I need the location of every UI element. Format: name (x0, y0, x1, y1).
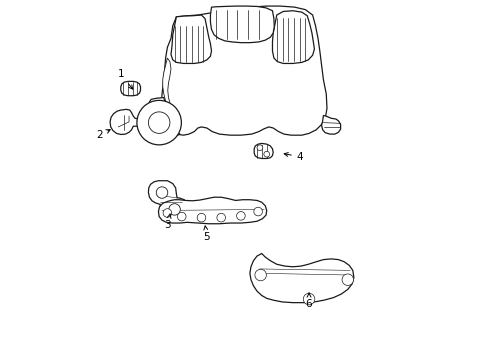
Circle shape (156, 187, 167, 198)
Polygon shape (210, 6, 274, 42)
Circle shape (148, 112, 169, 134)
Polygon shape (121, 81, 140, 96)
Circle shape (163, 209, 171, 217)
Polygon shape (171, 15, 211, 63)
Circle shape (197, 213, 205, 222)
Polygon shape (158, 197, 266, 224)
Circle shape (303, 293, 314, 305)
Text: 3: 3 (164, 214, 171, 230)
Polygon shape (110, 109, 142, 134)
Circle shape (177, 212, 185, 221)
Polygon shape (149, 98, 164, 110)
Circle shape (217, 213, 225, 222)
Circle shape (168, 204, 180, 215)
Circle shape (254, 269, 266, 281)
Polygon shape (272, 11, 314, 63)
Polygon shape (254, 143, 273, 158)
Circle shape (341, 274, 353, 285)
Text: 2: 2 (96, 130, 110, 140)
Text: 5: 5 (203, 226, 210, 242)
Circle shape (257, 145, 262, 150)
Polygon shape (321, 116, 340, 134)
Polygon shape (163, 58, 171, 108)
Circle shape (264, 151, 269, 157)
Text: 6: 6 (305, 293, 312, 309)
Circle shape (253, 207, 262, 216)
Text: 4: 4 (284, 152, 303, 162)
Polygon shape (161, 6, 326, 135)
Circle shape (236, 212, 244, 220)
Polygon shape (249, 253, 353, 303)
Polygon shape (148, 181, 187, 218)
Polygon shape (155, 108, 180, 138)
Text: 1: 1 (117, 69, 132, 89)
Circle shape (137, 100, 181, 145)
